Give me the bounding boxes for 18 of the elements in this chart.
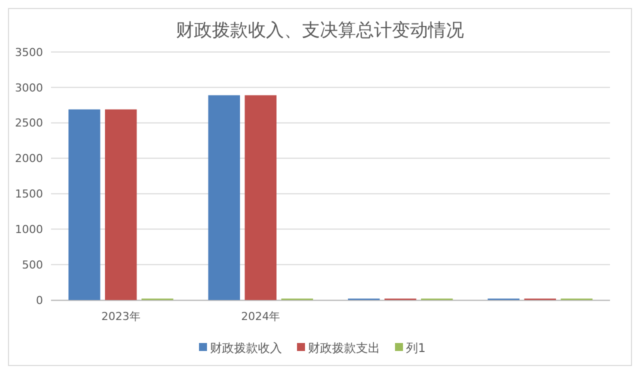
y-tick-label: 500 [22, 258, 43, 272]
bar [68, 109, 100, 300]
y-tick-label: 1000 [15, 222, 43, 236]
bar [244, 95, 277, 300]
x-tick-label: 2024年 [241, 310, 280, 323]
bar [104, 109, 137, 300]
x-tick-label: 2023年 [101, 310, 140, 323]
y-tick-label: 1500 [15, 188, 43, 201]
legend-label: 财政拨款支出 [308, 341, 380, 355]
y-tick-label: 2000 [15, 152, 43, 166]
legend-label: 列1 [406, 341, 426, 355]
bar [208, 95, 240, 300]
y-tick-label: 0 [36, 294, 43, 307]
legend-label: 财政拨款收入 [210, 341, 282, 355]
y-tick-label: 3500 [15, 46, 43, 59]
y-tick-label: 2500 [15, 116, 43, 130]
y-tick-label: 3000 [15, 81, 43, 94]
chart-title: 财政拨款收入、支决算总计变动情况 [176, 20, 464, 41]
